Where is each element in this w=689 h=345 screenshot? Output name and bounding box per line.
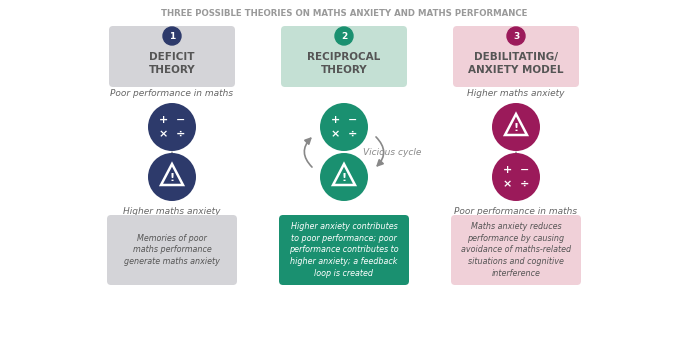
Text: Higher anxiety contributes
to poor performance; poor
performance contributes to
: Higher anxiety contributes to poor perfo… — [289, 222, 399, 278]
Text: THREE POSSIBLE THEORIES ON MATHS ANXIETY AND MATHS PERFORMANCE: THREE POSSIBLE THEORIES ON MATHS ANXIETY… — [161, 9, 528, 18]
Text: Poor performance in maths: Poor performance in maths — [455, 207, 577, 216]
FancyBboxPatch shape — [281, 26, 407, 87]
Text: Vicious cycle: Vicious cycle — [363, 148, 421, 157]
Circle shape — [507, 27, 525, 45]
FancyBboxPatch shape — [279, 215, 409, 285]
Text: !: ! — [169, 173, 174, 183]
Text: +  −: + − — [503, 165, 529, 175]
FancyBboxPatch shape — [453, 26, 579, 87]
FancyBboxPatch shape — [109, 26, 235, 87]
Circle shape — [148, 153, 196, 201]
Text: ×  ÷: × ÷ — [503, 179, 529, 189]
Text: 2: 2 — [341, 31, 347, 40]
Circle shape — [320, 153, 368, 201]
Circle shape — [148, 103, 196, 151]
Text: !: ! — [342, 173, 347, 183]
Text: RECIPROCAL
THEORY: RECIPROCAL THEORY — [307, 52, 380, 75]
Text: ×  ÷: × ÷ — [331, 129, 357, 139]
Text: DEFICIT
THEORY: DEFICIT THEORY — [149, 52, 195, 75]
Text: 1: 1 — [169, 31, 175, 40]
Text: +  −: + − — [158, 115, 185, 125]
Circle shape — [492, 103, 540, 151]
Circle shape — [320, 103, 368, 151]
Circle shape — [492, 153, 540, 201]
FancyBboxPatch shape — [451, 215, 581, 285]
Text: Higher maths anxiety: Higher maths anxiety — [123, 207, 220, 216]
Circle shape — [335, 27, 353, 45]
Text: DEBILITATING/
ANXIETY MODEL: DEBILITATING/ ANXIETY MODEL — [469, 52, 564, 75]
Text: Higher maths anxiety: Higher maths anxiety — [467, 89, 565, 98]
Text: Poor performance in maths: Poor performance in maths — [110, 89, 234, 98]
Text: +  −: + − — [331, 115, 357, 125]
Text: ×  ÷: × ÷ — [158, 129, 185, 139]
Circle shape — [163, 27, 181, 45]
Text: 3: 3 — [513, 31, 519, 40]
Text: Maths anxiety reduces
performance by causing
avoidance of maths-related
situatio: Maths anxiety reduces performance by cau… — [461, 222, 571, 278]
FancyBboxPatch shape — [107, 215, 237, 285]
Text: Memories of poor
maths performance
generate maths anxiety: Memories of poor maths performance gener… — [124, 234, 220, 266]
Text: !: ! — [513, 123, 519, 133]
